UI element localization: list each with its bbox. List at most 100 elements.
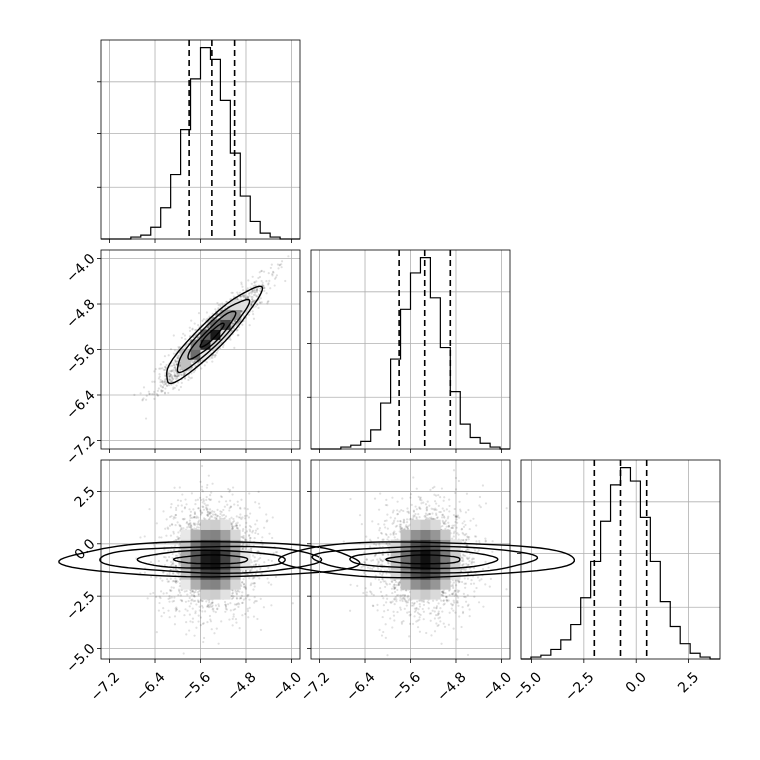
- sample-point: [168, 376, 171, 379]
- sample-point: [177, 354, 180, 357]
- contour-line: [99, 545, 323, 575]
- sample-point: [167, 550, 170, 553]
- sample-point: [242, 585, 245, 588]
- sample-point: [257, 490, 260, 493]
- sample-point: [153, 380, 156, 383]
- sample-point: [168, 524, 172, 527]
- sample-point: [162, 592, 165, 595]
- sample-point: [463, 520, 466, 523]
- sample-point: [210, 515, 214, 518]
- sample-point: [177, 552, 181, 555]
- sample-point: [263, 286, 266, 290]
- sample-point: [203, 364, 206, 367]
- sample-point: [173, 374, 176, 377]
- sample-point: [254, 563, 257, 567]
- sample-point: [429, 612, 433, 615]
- sample-point: [240, 295, 243, 298]
- sample-point: [266, 519, 269, 522]
- sample-point: [252, 300, 255, 303]
- sample-point: [290, 546, 293, 550]
- sample-point: [174, 539, 177, 542]
- sample-point: [227, 487, 230, 491]
- sample-point: [174, 567, 177, 571]
- sample-point: [177, 388, 181, 391]
- sample-point: [172, 334, 175, 337]
- sample-point: [200, 485, 204, 488]
- sample-point: [219, 510, 222, 513]
- sample-point: [160, 390, 163, 393]
- sample-point: [163, 378, 167, 381]
- density-cell: [210, 529, 221, 540]
- sample-point: [224, 603, 227, 606]
- sample-point: [236, 526, 239, 529]
- sample-point: [160, 389, 163, 392]
- sample-point: [165, 363, 168, 367]
- sample-point: [157, 387, 160, 390]
- sample-point: [386, 544, 390, 547]
- sample-point: [349, 497, 352, 501]
- sample-point: [407, 599, 410, 602]
- sample-point: [209, 618, 212, 621]
- sample-point: [223, 600, 227, 604]
- sample-point: [191, 516, 194, 519]
- sample-point: [172, 517, 175, 520]
- sample-point: [139, 536, 142, 539]
- sample-point: [187, 375, 190, 379]
- sample-point: [198, 609, 201, 612]
- sample-point: [237, 516, 240, 519]
- sample-point: [197, 592, 200, 596]
- sample-point: [241, 516, 244, 519]
- sample-point: [201, 505, 204, 508]
- sample-point: [248, 569, 252, 573]
- sample-point: [205, 498, 208, 501]
- sample-point: [158, 367, 161, 370]
- sample-point: [458, 589, 461, 592]
- sample-point: [218, 517, 222, 520]
- sample-point: [238, 291, 241, 294]
- sample-point: [158, 536, 161, 539]
- sample-point: [173, 596, 176, 599]
- sample-point: [255, 569, 259, 572]
- sample-point: [253, 556, 256, 559]
- sample-point: [443, 625, 447, 628]
- sample-point: [254, 531, 257, 535]
- panel-frame: [100, 459, 301, 660]
- sample-point: [193, 595, 196, 598]
- sample-point: [206, 508, 209, 511]
- contour-line: [172, 554, 249, 565]
- sample-point: [255, 563, 258, 566]
- sample-point: [239, 513, 242, 516]
- sample-point: [197, 600, 200, 603]
- sample-point: [252, 564, 255, 567]
- sample-point: [195, 603, 198, 606]
- sample-point: [177, 588, 181, 591]
- sample-point: [239, 295, 243, 298]
- sample-point: [208, 508, 212, 511]
- sample-point: [415, 508, 418, 511]
- sample-point: [161, 367, 164, 370]
- sample-point: [202, 505, 205, 509]
- sample-point: [189, 589, 193, 592]
- sample-point: [170, 376, 174, 379]
- sample-point: [193, 595, 196, 598]
- sample-point: [170, 564, 173, 567]
- sample-point: [253, 281, 256, 284]
- sample-point: [254, 563, 257, 566]
- density-cell: [210, 319, 221, 330]
- sample-point: [224, 515, 228, 518]
- sample-point: [188, 335, 192, 338]
- sample-point: [276, 263, 280, 266]
- sample-point: [178, 523, 181, 526]
- sample-point: [187, 599, 190, 603]
- density-cell: [200, 579, 211, 590]
- density-cell: [230, 299, 241, 310]
- sample-point: [186, 609, 189, 612]
- sample-point: [220, 510, 223, 514]
- density-cell: [230, 569, 241, 580]
- sample-point: [236, 328, 239, 332]
- sample-point: [190, 524, 193, 527]
- sample-point: [208, 599, 211, 602]
- sample-point: [235, 526, 238, 530]
- sample-point: [199, 510, 202, 513]
- sample-point: [159, 596, 162, 600]
